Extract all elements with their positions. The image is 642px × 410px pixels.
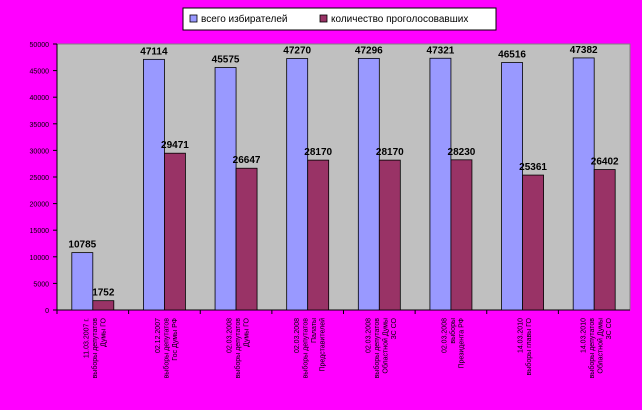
legend-swatch-voters-total xyxy=(189,14,198,23)
y-tick-label: 15000 xyxy=(30,228,50,235)
category-label: выборы депутатов xyxy=(234,318,242,379)
legend-swatch-voters-voted xyxy=(319,14,328,23)
data-label-voters-voted: 26402 xyxy=(591,157,619,168)
category-label: ЗС СО xyxy=(606,317,613,339)
category-label: выборы главы ГО xyxy=(525,317,533,375)
category-labels: 11.03.2007 г. выборы депутатов Думы ГО 02.1… xyxy=(56,310,613,379)
category-label: 02.03.2008 xyxy=(366,318,373,353)
data-label-voters-total: 10785 xyxy=(68,240,96,251)
bar-voters-total xyxy=(501,62,523,311)
category-label: Президента РФ xyxy=(458,318,465,369)
data-label-voters-voted: 28170 xyxy=(304,147,332,158)
legend-label-voters-voted: количество проголосовавших xyxy=(331,14,468,25)
bar-voters-total xyxy=(286,58,309,311)
data-label-voters-total: 47296 xyxy=(355,45,383,56)
category-label-group: 02.03.2008 выборы Президента РФ xyxy=(441,318,465,369)
bar-voters-total xyxy=(143,58,165,311)
bar-voters-voted xyxy=(235,167,258,311)
data-label-voters-voted: 25361 xyxy=(519,162,547,173)
data-label-voters-voted: 28230 xyxy=(448,147,476,158)
category-label: выборы депутатов xyxy=(588,318,596,379)
category-label-group: 02.03.2008 выборы депутатов Палаты Представ… xyxy=(294,318,327,379)
category-label: выборы xyxy=(449,318,457,344)
category-label: Областной Думы xyxy=(596,318,604,374)
data-label-voters-total: 47270 xyxy=(283,46,311,57)
plot-area xyxy=(56,43,631,311)
category-label: 11.03.2007 г. xyxy=(83,318,90,358)
legend-label-voters-total: всего избирателей xyxy=(201,13,287,25)
category-label: 14.03.2010 xyxy=(580,318,587,353)
category-label-group: 14.03.2010 выборы депутатов Областной Думы… xyxy=(580,317,613,378)
category-label: 02.12.2007 xyxy=(155,318,162,353)
legend-box xyxy=(182,7,497,31)
category-label: Представителей xyxy=(318,318,326,372)
data-label-voters-total: 47114 xyxy=(140,46,168,57)
bar-voters-voted xyxy=(378,159,401,311)
data-label-voters-voted: 1752 xyxy=(92,288,115,299)
bar-voters-total xyxy=(572,57,595,311)
category-label-group: 02.12.2007 выборы депутатов Гос Думы РФ xyxy=(155,318,179,379)
data-label-voters-voted: 28170 xyxy=(376,147,404,158)
category-label: Областной Думы xyxy=(382,318,390,374)
category-label-group: 02.03.2008 выборы депутатов Думы ГО xyxy=(227,317,251,378)
legend: всего избирателей количество проголосовав… xyxy=(182,7,497,31)
bar-voters-voted xyxy=(307,159,330,311)
y-tick-label: 35000 xyxy=(30,122,50,129)
y-tick-label: 0 xyxy=(45,308,49,315)
category-label: выборы депутатов xyxy=(91,318,99,379)
y-tick-label: 50000 xyxy=(30,42,50,49)
category-label: выборы депутатов xyxy=(162,318,170,379)
category-label: 02.03.2008 xyxy=(227,318,234,353)
y-tick-label: 40000 xyxy=(30,95,50,102)
category-label: Думы ГО xyxy=(244,317,251,347)
y-tick-label: 20000 xyxy=(30,202,50,209)
category-label-group: 14.03.2010 выборы главы ГО xyxy=(517,317,533,375)
category-label: выборы депутатов xyxy=(373,318,381,379)
data-label-voters-total: 45575 xyxy=(212,55,240,66)
y-tick-label: 10000 xyxy=(30,255,50,262)
data-label-voters-total: 47321 xyxy=(427,45,455,56)
data-label-voters-voted: 26647 xyxy=(233,155,261,166)
bar-voters-total xyxy=(357,57,380,311)
category-label: 14.03.2010 xyxy=(517,318,524,353)
bars xyxy=(71,57,616,311)
data-labels: 10785 1752 47114 29471 45575 26647 47270 28170 4… xyxy=(68,45,619,299)
bar-voters-total xyxy=(214,67,237,311)
y-tick-label: 45000 xyxy=(30,69,50,76)
y-tick-label: 25000 xyxy=(30,175,50,182)
category-label: выборы депутатов xyxy=(301,318,309,379)
data-label-voters-voted: 29471 xyxy=(161,140,189,151)
bar-voters-voted xyxy=(593,169,616,311)
data-label-voters-total: 46516 xyxy=(498,50,526,61)
category-label: Думы ГО xyxy=(100,317,107,347)
bar-voters-total xyxy=(429,57,452,311)
category-label: Палаты xyxy=(311,318,318,343)
bar-voters-voted xyxy=(450,159,473,311)
y-tick-label: 5000 xyxy=(33,281,49,288)
data-label-voters-total: 47382 xyxy=(570,45,598,56)
bar-voters-voted xyxy=(164,152,186,311)
bar-voters-voted xyxy=(92,300,115,311)
y-tick-label: 30000 xyxy=(30,148,50,155)
category-label-group: 02.03.2008 выборы депутатов Областной Думы… xyxy=(366,317,399,378)
category-label: 02.03.2008 xyxy=(441,318,448,353)
bar-voters-voted xyxy=(522,174,544,311)
category-label: 02.03.2008 xyxy=(294,318,301,353)
category-label: ЗС СО xyxy=(391,317,398,339)
category-label: Гос Думы РФ xyxy=(172,318,179,361)
category-label-group: 11.03.2007 г. выборы депутатов Думы ГО xyxy=(83,317,107,378)
bar-voters-total xyxy=(71,252,94,311)
